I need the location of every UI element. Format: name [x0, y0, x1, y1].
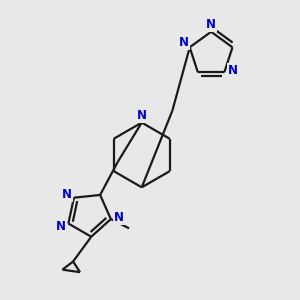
Text: N: N — [114, 211, 124, 224]
Text: N: N — [179, 36, 189, 49]
Text: N: N — [61, 188, 72, 201]
Text: N: N — [137, 109, 147, 122]
Text: N: N — [228, 64, 238, 77]
Text: N: N — [56, 220, 66, 233]
Text: N: N — [206, 18, 216, 31]
